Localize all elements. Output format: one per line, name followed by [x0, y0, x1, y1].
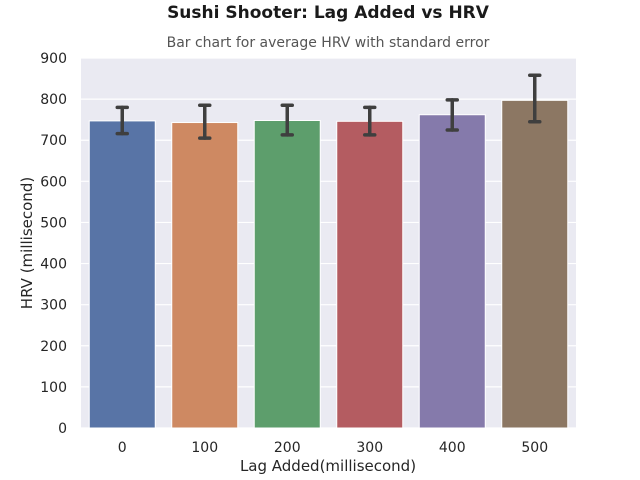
y-tick-label: 500: [40, 215, 67, 231]
x-tick-label: 500: [521, 440, 548, 456]
x-tick-label: 0: [118, 440, 127, 456]
error-bars: [115, 73, 542, 140]
y-tick-label: 600: [40, 174, 67, 190]
y-tick-label: 400: [40, 257, 67, 273]
x-tick-label: 200: [274, 440, 301, 456]
plot-area: [81, 58, 576, 428]
chart-subtitle: Bar chart for average HRV with standard …: [167, 35, 490, 51]
bar: [171, 122, 239, 429]
y-axis-label: HRV (millisecond): [18, 177, 36, 309]
x-tick-label: 100: [191, 440, 218, 456]
y-tick-label: 800: [40, 92, 67, 108]
y-tick-labels: 0 100 200 300 400 500 600 700 800 900: [40, 51, 67, 437]
bar: [88, 120, 156, 429]
bar: [336, 120, 404, 429]
error-bar: [280, 103, 294, 137]
y-tick-label: 0: [58, 421, 67, 437]
y-tick-label: 300: [40, 298, 67, 314]
y-tick-label: 700: [40, 133, 67, 149]
grid-lines: [81, 57, 576, 429]
x-axis-label: Lag Added(millisecond): [240, 457, 416, 475]
x-tick-label: 400: [439, 440, 466, 456]
error-bar: [445, 98, 459, 132]
x-tick-label: 300: [356, 440, 383, 456]
bar: [501, 99, 569, 429]
bar: [418, 114, 486, 429]
error-bar: [115, 105, 129, 136]
chart-title: Sushi Shooter: Lag Added vs HRV: [167, 3, 490, 23]
error-bar: [363, 105, 377, 137]
bar: [253, 119, 321, 429]
y-tick-label: 900: [40, 51, 67, 67]
y-tick-label: 100: [40, 380, 67, 396]
error-bar: [198, 103, 212, 140]
x-tick-labels: 0 100 200 300 400 500: [118, 440, 548, 456]
y-tick-label: 200: [40, 339, 67, 355]
bars: [88, 99, 569, 429]
error-bar: [528, 73, 542, 124]
